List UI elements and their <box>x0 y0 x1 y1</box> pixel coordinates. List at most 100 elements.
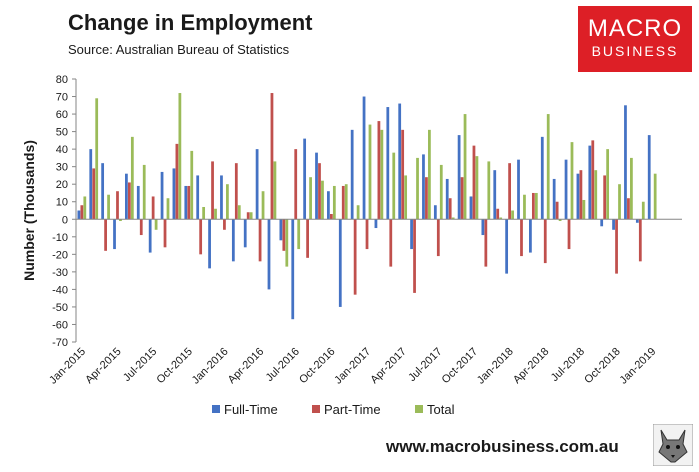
bar-part-time-nov-2015 <box>199 219 203 255</box>
bar-full-time-nov-2018 <box>624 105 627 220</box>
y-tick-label: 10 <box>56 197 68 209</box>
x-tick-label: Jan-2015 <box>47 346 88 387</box>
bar-part-time-jun-2015 <box>139 219 143 236</box>
bar-total-apr-2016 <box>261 191 265 220</box>
bar-full-time-oct-2016 <box>327 191 330 220</box>
x-tick-label: Jan-2016 <box>190 346 231 387</box>
bar-part-time-nov-2018 <box>627 198 630 220</box>
bar-full-time-nov-2015 <box>196 175 200 220</box>
bar-total-dec-2016 <box>356 205 360 220</box>
y-tick-label: 20 <box>56 179 68 191</box>
bar-part-time-oct-2018 <box>615 219 618 274</box>
bar-full-time-sep-2018 <box>600 219 604 227</box>
legend-label-total: Total <box>427 402 455 417</box>
bar-full-time-oct-2015 <box>184 185 188 220</box>
x-tick-label: Apr-2017 <box>368 346 408 386</box>
bar-total-jun-2018 <box>570 142 574 220</box>
bar-part-time-may-2015 <box>127 182 131 220</box>
bar-part-time-dec-2015 <box>211 161 214 220</box>
bar-part-time-jan-2016 <box>223 219 226 230</box>
x-tick-label: Jul-2015 <box>121 346 159 384</box>
x-tick-label: Jul-2018 <box>549 346 587 384</box>
y-tick-label: 60 <box>56 109 68 121</box>
bar-total-feb-2017 <box>380 129 384 220</box>
x-tick-label: Oct-2016 <box>297 346 337 386</box>
bar-total-jan-2018 <box>511 210 514 220</box>
legend-swatch-total <box>415 405 423 413</box>
x-tick-label: Oct-2017 <box>440 346 480 386</box>
bar-full-time-jun-2018 <box>564 159 568 220</box>
y-tick-label: -70 <box>52 337 68 349</box>
bar-total-nov-2015 <box>202 206 206 220</box>
bar-full-time-apr-2018 <box>540 136 544 220</box>
y-tick-label: 30 <box>56 162 68 174</box>
bar-full-time-may-2015 <box>125 173 128 220</box>
y-tick-label: 0 <box>62 214 68 226</box>
bar-total-jan-2016 <box>226 184 229 220</box>
y-axis-title: Number (Thousands) <box>21 140 37 281</box>
bar-total-sep-2017 <box>463 114 467 220</box>
bar-total-jul-2016 <box>297 219 301 250</box>
logo-line-1: MACRO <box>587 15 683 42</box>
bar-full-time-jul-2015 <box>148 219 152 253</box>
bar-total-aug-2017 <box>451 217 455 220</box>
bar-total-mar-2016 <box>249 212 253 220</box>
bar-full-time-apr-2017 <box>398 103 402 220</box>
bar-part-time-oct-2016 <box>329 214 333 220</box>
bar-full-time-oct-2018 <box>612 219 615 230</box>
bar-full-time-dec-2017 <box>493 170 497 220</box>
bar-part-time-dec-2016 <box>353 219 357 295</box>
bar-total-may-2017 <box>416 157 419 220</box>
bar-full-time-apr-2016 <box>255 149 259 220</box>
y-tick-label: 70 <box>56 92 68 104</box>
chart-source: Source: Australian Bureau of Statistics <box>68 42 290 57</box>
y-tick-label: 80 <box>56 74 68 86</box>
bar-full-time-feb-2017 <box>374 219 378 229</box>
bar-part-time-mar-2018 <box>531 192 535 220</box>
bar-part-time-aug-2015 <box>163 219 167 248</box>
bar-total-feb-2018 <box>523 194 526 220</box>
bar-total-feb-2016 <box>237 205 241 220</box>
legend-swatch-full-time <box>212 405 220 413</box>
bar-full-time-dec-2015 <box>208 219 211 269</box>
bar-full-time-dec-2016 <box>350 129 354 220</box>
bar-full-time-jul-2017 <box>433 205 437 220</box>
x-tick-label: Jul-2017 <box>406 346 444 384</box>
bar-part-time-jun-2018 <box>567 219 571 250</box>
bar-part-time-sep-2017 <box>460 177 464 220</box>
y-tick-label: 50 <box>56 127 68 139</box>
bar-full-time-jan-2016 <box>220 175 223 220</box>
bar-full-time-feb-2016 <box>231 219 235 262</box>
bar-full-time-jan-2015 <box>77 210 81 220</box>
bar-total-may-2018 <box>558 219 562 222</box>
bar-full-time-aug-2016 <box>303 138 307 220</box>
bar-total-feb-2015 <box>95 98 99 220</box>
bar-part-time-feb-2017 <box>377 121 381 220</box>
bar-full-time-jun-2016 <box>279 219 283 241</box>
x-tick-label: Jan-2019 <box>617 346 658 387</box>
bar-total-jun-2016 <box>285 219 289 267</box>
bar-total-oct-2018 <box>618 184 621 220</box>
bar-total-dec-2018 <box>641 201 645 220</box>
bar-total-apr-2015 <box>119 219 122 222</box>
y-tick-label: -50 <box>52 302 68 314</box>
bar-total-mar-2015 <box>107 194 110 220</box>
bar-part-time-oct-2015 <box>187 185 191 220</box>
bar-part-time-mar-2017 <box>389 219 393 267</box>
bar-part-time-jul-2018 <box>579 170 583 220</box>
bar-part-time-jul-2016 <box>294 149 298 220</box>
y-tick-label: -20 <box>52 249 68 261</box>
footer-url: www.macrobusiness.com.au <box>386 437 619 456</box>
bar-part-time-apr-2018 <box>543 219 547 264</box>
bar-part-time-jun-2016 <box>282 219 286 251</box>
bar-full-time-mar-2015 <box>101 163 105 220</box>
bar-full-time-jan-2018 <box>505 219 509 274</box>
bar-part-time-feb-2018 <box>520 219 523 257</box>
bar-full-time-sep-2017 <box>457 135 461 220</box>
x-tick-label: Jan-2017 <box>332 346 373 387</box>
bar-total-jun-2015 <box>142 164 146 220</box>
bar-total-jan-2019 <box>653 173 657 220</box>
bar-full-time-jun-2015 <box>136 185 140 220</box>
bar-full-time-aug-2018 <box>588 145 592 220</box>
